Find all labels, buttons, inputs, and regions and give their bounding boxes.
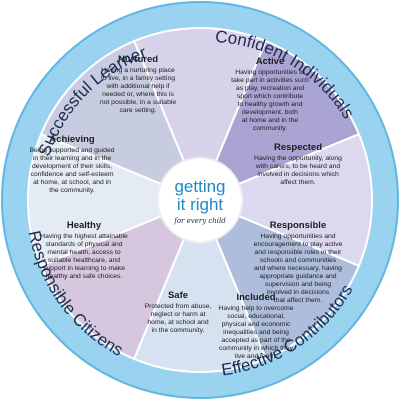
segment-title-nurtured: Nurtured bbox=[118, 54, 158, 65]
segment-title-responsible: Responsible bbox=[270, 220, 327, 231]
segment-description-line: as play, recreation and bbox=[236, 85, 304, 92]
segment-description-line: community. bbox=[253, 125, 287, 132]
segment-text-safe: Safe Protected from abuse,neglect or harm… bbox=[145, 290, 212, 334]
segment-title-respected: Respected bbox=[274, 142, 322, 153]
segment-description-line: to healthy growth and bbox=[238, 101, 303, 108]
segment-description-line: encouragement to play active bbox=[254, 241, 343, 248]
segment-description-line: support in learning to make bbox=[43, 265, 125, 272]
segment-description-line: take part in activities such bbox=[231, 77, 309, 84]
center-circle bbox=[157, 157, 243, 243]
segment-description-line: Being supported and guided bbox=[29, 147, 114, 154]
logo-line-1: getting bbox=[174, 177, 225, 196]
segment-description-line: Having the highest attainable bbox=[40, 233, 128, 240]
center-logo: getting it right for every child bbox=[173, 177, 226, 225]
segment-description-line: and where necessary, having bbox=[254, 265, 342, 272]
segment-description-line: standards of physical and bbox=[45, 241, 122, 248]
logo-tagline: for every child bbox=[173, 217, 226, 225]
segment-description-line: in the community. bbox=[152, 327, 205, 334]
segment-text-healthy: Healthy Having the highest attainablestan… bbox=[40, 220, 128, 280]
segment-title-achieving: Achieving bbox=[49, 134, 95, 145]
segment-description-line: Having the opportunity, along bbox=[254, 155, 342, 162]
segment-description-line: at home and in the bbox=[242, 117, 299, 124]
segment-description-line: affect them. bbox=[280, 179, 315, 186]
segment-description-line: appropriate guidance and bbox=[259, 273, 336, 280]
segment-description-line: sport which contribute bbox=[237, 93, 303, 100]
segment-description-line: live and learn. bbox=[235, 353, 277, 360]
segment-description-line: confidence and self-esteem bbox=[30, 171, 113, 178]
segment-description-line: schools and communities bbox=[260, 257, 337, 264]
segment-description-line: Protected from abuse, bbox=[145, 303, 212, 310]
segment-text-respected: Respected Having the opportunity, alongwi… bbox=[254, 142, 342, 186]
segment-description-line: accepted as part of the bbox=[221, 337, 290, 344]
segment-title-active: Active bbox=[256, 56, 285, 67]
segment-description-line: Having help to overcome bbox=[218, 305, 293, 312]
segment-description-line: involved in decisions which bbox=[257, 171, 339, 178]
segment-description-line: needed or, where this is bbox=[102, 91, 174, 98]
segment-description-line: Having a nurturing place bbox=[101, 67, 175, 74]
segment-description-line: not possible, in a suitable bbox=[100, 99, 177, 106]
segment-description-line: supervision and being bbox=[265, 281, 331, 288]
segment-description-line: that affect them. bbox=[274, 297, 323, 304]
segment-description-line: inequalities and being bbox=[223, 329, 289, 336]
segment-title-included: Included bbox=[236, 292, 275, 303]
segment-description-line: suitable healthcare, and bbox=[48, 257, 120, 264]
segment-description-line: involved in decisions bbox=[267, 289, 330, 296]
segment-description-line: and responsible roles in their bbox=[255, 249, 343, 256]
segment-description-line: to live, in a family setting bbox=[101, 75, 175, 82]
segment-description-line: community in which they bbox=[219, 345, 294, 352]
segment-description-line: home, at school and bbox=[147, 319, 208, 326]
segment-description-line: development of their skills, bbox=[32, 163, 112, 170]
segment-description-line: Having opportunities to bbox=[235, 69, 305, 76]
segment-description-line: the community. bbox=[49, 187, 95, 194]
logo-line-2: it right bbox=[177, 195, 224, 214]
segment-description-line: at home, at school, and in bbox=[33, 179, 111, 186]
segment-description-line: care setting. bbox=[119, 107, 156, 114]
segment-description-line: development, both bbox=[242, 109, 298, 116]
segment-title-healthy: Healthy bbox=[67, 220, 102, 231]
segment-description-line: healthy and safe choices. bbox=[46, 273, 123, 280]
segment-description-line: neglect or harm at bbox=[151, 311, 206, 318]
segment-title-safe: Safe bbox=[168, 290, 188, 301]
segment-description-line: in their learning and in the bbox=[33, 155, 111, 162]
segment-description-line: physical and economic bbox=[222, 321, 291, 328]
segment-description-line: Having opportunities and bbox=[260, 233, 335, 240]
segment-text-responsible: Responsible Having opportunities andencou… bbox=[254, 220, 343, 304]
segment-description-line: with additional help if bbox=[105, 83, 169, 90]
segment-description-line: mental health, access to bbox=[47, 249, 121, 256]
segment-description-line: with carers, to be heard and bbox=[255, 163, 340, 170]
segment-description-line: social, educational, bbox=[227, 313, 285, 320]
